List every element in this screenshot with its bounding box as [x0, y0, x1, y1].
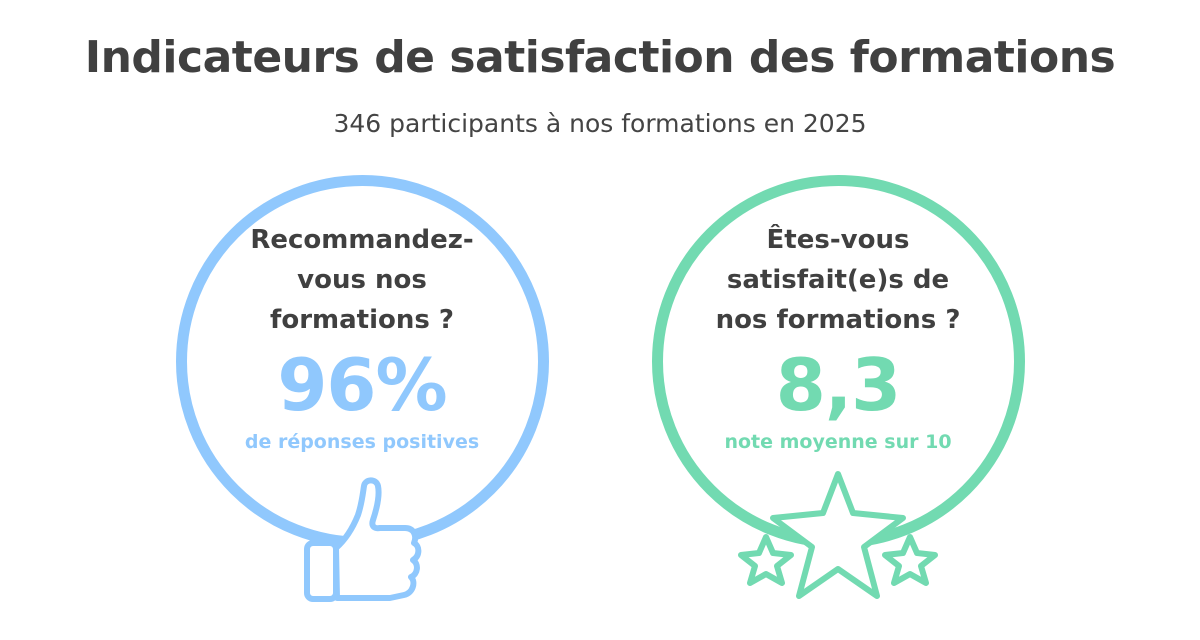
satisfaction-value: 8,3	[775, 343, 902, 427]
star-icon-small-left	[738, 534, 794, 586]
star-icon-large	[770, 471, 906, 599]
star-icon-small-right	[882, 534, 938, 586]
recommend-question: Recommandez- vous nos formations ?	[250, 225, 474, 335]
satisfaction-card: Êtes-vous satisfait(e)s de nos formation…	[688, 220, 988, 456]
recommend-value: 96%	[277, 343, 447, 427]
page-subtitle: 346 participants à nos formations en 202…	[333, 109, 867, 138]
recommend-card: Recommandez- vous nos formations ? 96% d…	[212, 220, 512, 456]
page-title: Indicateurs de satisfaction des formatio…	[84, 32, 1116, 83]
thumbs-up-icon	[304, 477, 422, 602]
three-stars-icon	[738, 471, 938, 599]
satisfaction-question: Êtes-vous satisfait(e)s de nos formation…	[715, 225, 961, 335]
satisfaction-caption: note moyenne sur 10	[724, 431, 952, 453]
recommend-caption: de réponses positives	[244, 431, 480, 453]
